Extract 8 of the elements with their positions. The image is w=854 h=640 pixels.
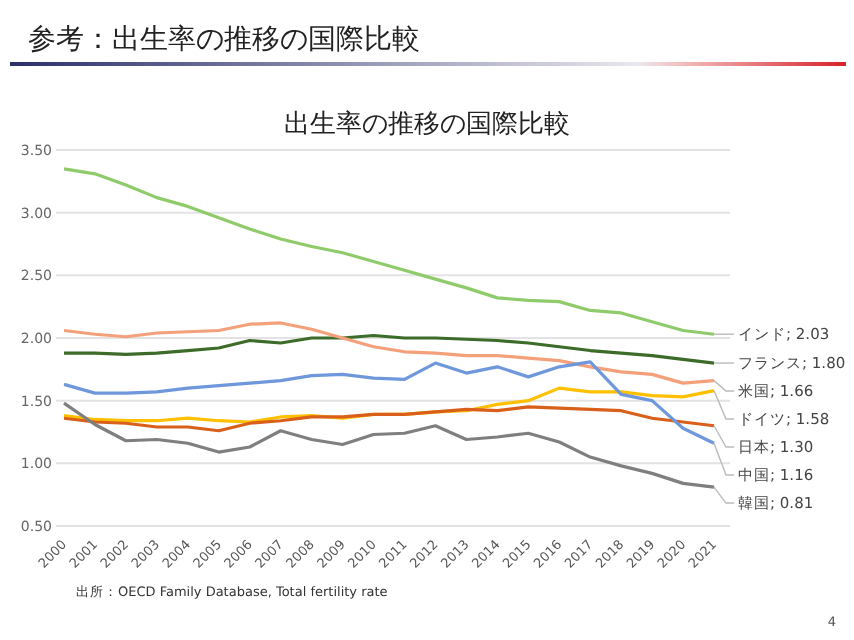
line-series [62, 333, 716, 365]
line-series [62, 401, 716, 489]
line-series [62, 167, 716, 336]
line-series [62, 405, 716, 433]
line-series [62, 321, 716, 385]
chart-title: 参考：出生率の推移の国際比較 [28, 24, 420, 56]
chart-subtitle: 出生率の推移の国際比較 [284, 108, 570, 140]
line-series [62, 360, 716, 445]
